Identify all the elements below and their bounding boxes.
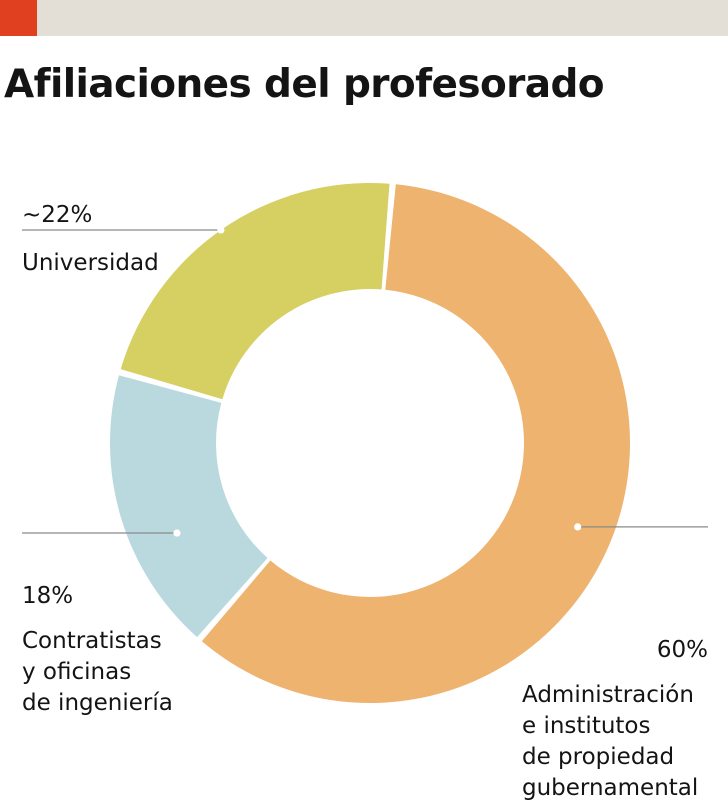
donut-slice [109, 375, 268, 638]
donut-slice [201, 184, 630, 704]
leader-dot [173, 529, 181, 537]
slice-category-label: Administración [522, 682, 694, 708]
slice-value-label: ~22% [22, 202, 92, 228]
slice-category-label: de propiedad [522, 744, 674, 770]
slice-category-label: Contratistas [22, 628, 162, 654]
donut-slice [120, 183, 390, 400]
leader-dot [217, 226, 225, 234]
slice-value-label: 60% [657, 637, 708, 663]
slice-category-label: de ingeniería [22, 690, 173, 716]
leader-lines [22, 226, 708, 537]
chart-title: Afiliaciones del profesorado [4, 62, 605, 107]
slice-category-label: gubernamental [522, 775, 698, 801]
slice-category-label: Universidad [22, 250, 159, 276]
header-bar [0, 0, 728, 36]
donut-slices [109, 183, 630, 704]
accent-block [0, 0, 37, 36]
slice-labels: 60% Administración e institutos de propieda… [22, 202, 708, 801]
slice-category-label: y oficinas [22, 659, 131, 685]
slice-category-label: e institutos [522, 713, 651, 739]
leader-dot [574, 523, 582, 531]
slice-value-label: 18% [22, 583, 73, 609]
